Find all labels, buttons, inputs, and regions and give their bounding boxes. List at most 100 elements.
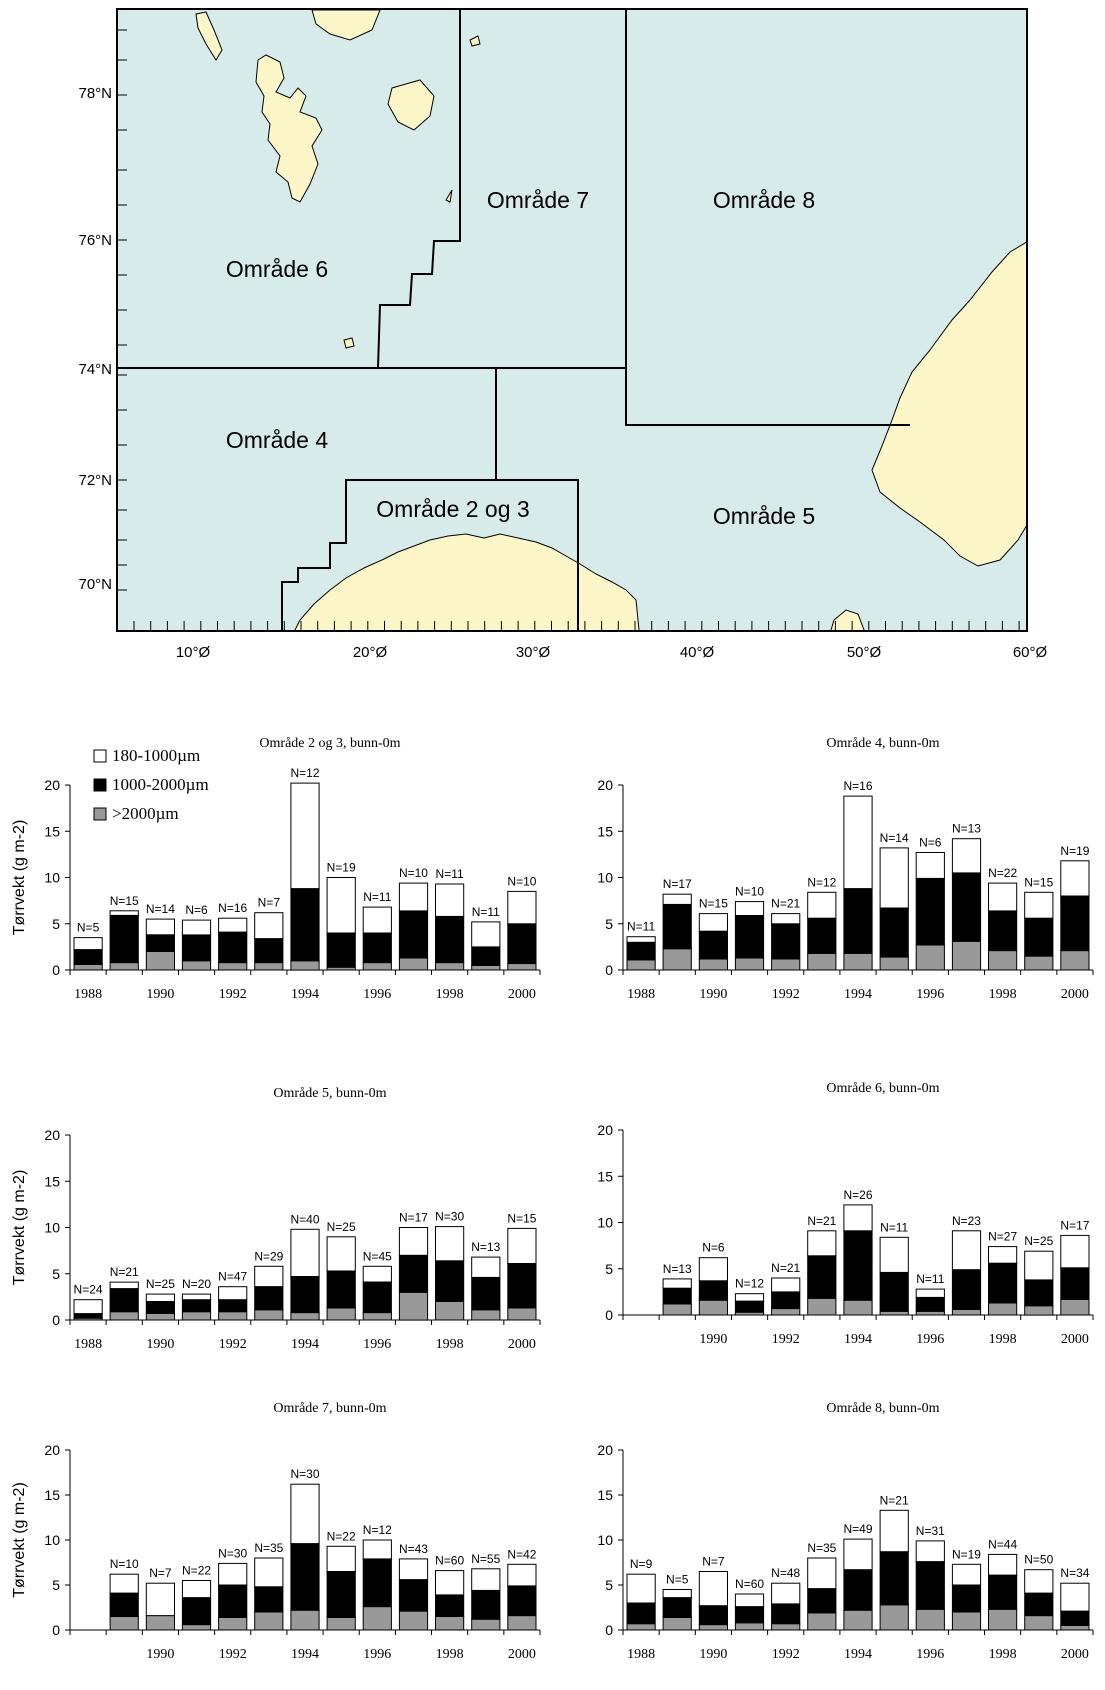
n-label: N=11 <box>880 1220 908 1234</box>
n-label: N=22 <box>182 1564 211 1578</box>
bar-small <box>662 1589 692 1599</box>
n-label: N=49 <box>843 1522 872 1536</box>
bar-large <box>807 1612 837 1631</box>
bar-medium <box>807 1255 837 1299</box>
n-label: N=7 <box>702 1555 725 1569</box>
y-tick-label: 15 <box>44 823 60 839</box>
bar-medium <box>73 1313 103 1319</box>
region-borders <box>117 9 910 631</box>
legend-label-medium: 1000-2000µm <box>112 775 209 794</box>
x-tick-label: 1996 <box>363 987 391 1002</box>
bar-large <box>181 1624 212 1631</box>
bar-medium <box>698 930 729 960</box>
x-tick-label: 1988 <box>627 1647 655 1662</box>
n-label: N=7 <box>149 1566 172 1580</box>
bar-small <box>771 1277 801 1293</box>
bar-large <box>915 944 945 971</box>
chart-svg: Område 8, bunn-0m 0 5 10 15 20 1988 1990 1992 199… <box>597 1401 1094 1662</box>
bar-medium <box>698 1605 729 1626</box>
bar-small <box>626 1573 656 1604</box>
bar-small <box>254 1557 284 1588</box>
bar-small <box>109 1573 139 1594</box>
bar-small <box>290 782 320 890</box>
bar-small <box>915 852 945 879</box>
bar-large <box>843 1299 873 1316</box>
bar-small <box>988 1553 1018 1576</box>
chart-svg: Område 2 og 3, bunn-0m Tørrvekt (g m-2) 0 5… <box>11 736 541 1002</box>
bar-large <box>951 1308 982 1316</box>
legend-swatch-medium <box>93 778 107 792</box>
n-label: N=24 <box>74 1283 103 1297</box>
bar-large <box>626 1623 656 1631</box>
bar-small <box>988 882 1018 912</box>
bar-small <box>915 1288 945 1298</box>
x-tick-label: 1994 <box>844 1647 872 1662</box>
n-label: N=19 <box>327 861 356 875</box>
bar-medium <box>662 1597 692 1618</box>
y-tick-label: 15 <box>44 1487 60 1503</box>
n-label: N=30 <box>290 1467 319 1481</box>
x-tick-label: 2000 <box>508 987 536 1002</box>
bar-small <box>145 918 176 936</box>
n-label: N=35 <box>807 1541 836 1555</box>
bar-small <box>698 1257 729 1282</box>
bar-large <box>145 1615 176 1631</box>
bar-large <box>398 957 429 971</box>
x-tick-label: 1996 <box>916 1647 944 1662</box>
x-tick-label: 1990 <box>146 1337 174 1352</box>
y-tick-label: 5 <box>52 1266 60 1282</box>
n-label: N=10 <box>735 885 764 899</box>
bar-large <box>326 1307 356 1321</box>
bar-medium <box>181 1597 212 1626</box>
bar-medium <box>807 917 837 954</box>
bar-medium <box>398 910 429 959</box>
y-tick-label: 10 <box>44 870 60 886</box>
bar-small <box>290 1228 320 1278</box>
bar-medium <box>734 1300 765 1313</box>
bar-large <box>109 1311 139 1321</box>
n-label: N=48 <box>771 1566 800 1580</box>
n-label: N=25 <box>327 1220 356 1234</box>
bar-medium <box>771 923 801 960</box>
svalbard-island-nw <box>195 11 223 61</box>
y-tick-label: 0 <box>52 962 60 978</box>
bar-large <box>1024 1305 1054 1316</box>
bar-small <box>362 906 392 934</box>
x-tick-label: 1998 <box>436 1647 464 1662</box>
bar-large <box>181 960 212 971</box>
bar-large <box>471 1618 501 1631</box>
norway-kola-land <box>293 533 640 631</box>
bar-medium <box>988 1262 1018 1304</box>
x-tick-label: 1994 <box>844 1332 872 1347</box>
bar-medium <box>662 903 692 950</box>
n-label: N=19 <box>952 1547 981 1561</box>
bar-small <box>73 937 103 951</box>
bar-medium <box>507 1263 537 1309</box>
x-tick-label: 1992 <box>772 987 800 1002</box>
bar-medium <box>218 1299 248 1313</box>
bar-large <box>290 960 320 971</box>
legend-label-small: 180-1000µm <box>112 746 200 765</box>
n-label: N=47 <box>218 1270 247 1284</box>
n-label: N=60 <box>735 1577 764 1591</box>
y-tick-label: 5 <box>52 1577 60 1593</box>
n-label: N=13 <box>663 1262 692 1276</box>
x-tick-label: 1998 <box>436 1337 464 1352</box>
n-label: N=9 <box>630 1557 653 1571</box>
x-tick-label: 1990 <box>699 1647 727 1662</box>
x-tick-label: 1990 <box>699 987 727 1002</box>
x-tick-label: 1994 <box>291 1647 319 1662</box>
bar-large <box>879 1310 909 1316</box>
bar-small <box>879 1509 909 1553</box>
bar-small <box>254 912 284 940</box>
bar-large <box>698 1624 729 1631</box>
hopen-island <box>445 189 453 203</box>
n-label: N=40 <box>290 1212 319 1226</box>
bar-small <box>843 795 873 890</box>
bar-medium <box>1024 1279 1054 1307</box>
bar-small <box>398 1558 429 1581</box>
region-label-7: Område 7 <box>487 187 589 213</box>
bar-large <box>254 962 284 971</box>
map-frame <box>116 8 1028 632</box>
bar-small <box>181 1580 212 1599</box>
